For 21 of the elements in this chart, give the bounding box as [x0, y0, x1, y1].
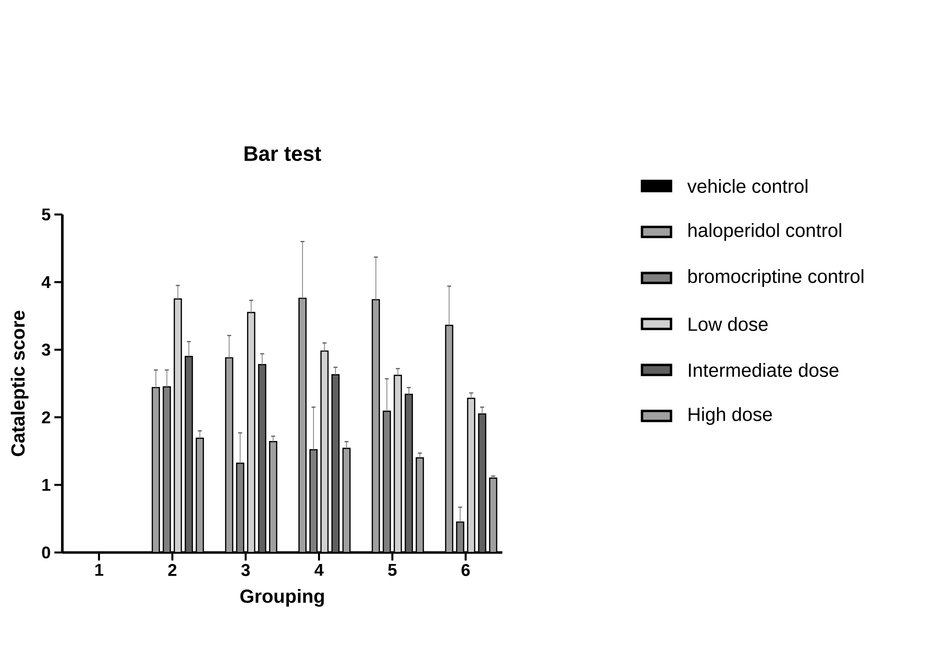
legend-label: haloperidol control	[688, 223, 842, 241]
x-tick-label: 6	[462, 564, 470, 576]
y-tick-label: 1	[42, 479, 50, 491]
y-axis-title: Cataleptic score	[10, 310, 28, 456]
x-tick-label: 3	[241, 564, 250, 576]
x-tick-label: 4	[314, 564, 324, 576]
x-axis-title: Grouping	[240, 588, 324, 607]
legend-label: Intermediate dose	[688, 363, 838, 377]
chart-title: Bar test	[244, 146, 322, 162]
x-tick-label: 2	[168, 564, 176, 576]
x-tick-label: 1	[95, 564, 104, 576]
legend-label: Low dose	[688, 317, 768, 331]
legend-label: High dose	[688, 407, 772, 425]
y-tick-label: 0	[42, 546, 50, 559]
legend-label: vehicle control	[687, 179, 808, 193]
y-tick-label: 4	[42, 276, 51, 288]
y-tick-label: 3	[42, 344, 50, 356]
legend-label: bromocriptine control	[688, 269, 864, 287]
y-tick-label: 2	[42, 411, 50, 424]
y-tick-label: 5	[42, 208, 50, 220]
x-tick-label: 5	[388, 564, 397, 576]
